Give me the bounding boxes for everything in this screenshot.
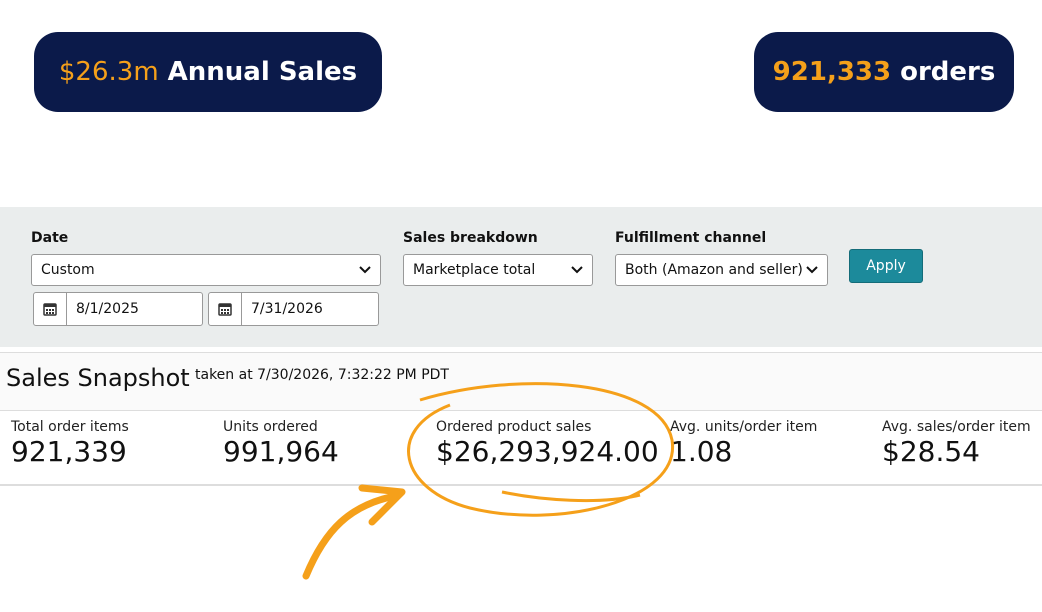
end-date[interactable]: 7/31/2026 — [208, 292, 379, 326]
metric-value: $28.54 — [882, 435, 980, 468]
metric-value: 921,339 — [11, 435, 127, 468]
select-value: Marketplace total — [413, 262, 536, 278]
highlight-stroke — [501, 490, 641, 503]
orders-badge: 921,333 orders — [754, 32, 1014, 112]
snapshot-time: taken at 7/30/2026, 7:32:22 PM PDT — [195, 367, 449, 383]
metric-label: Avg. sales/order item — [882, 419, 1031, 435]
calendar — [218, 303, 232, 316]
metric-label: Ordered product sales — [436, 419, 592, 435]
metric-value: $26,293,924.00 — [436, 435, 659, 468]
metric-label: Total order items — [11, 419, 129, 435]
filter-label: Date — [31, 230, 69, 246]
chevron — [359, 266, 371, 274]
arrow — [302, 492, 399, 580]
filter-label: Sales breakdown — [403, 230, 538, 246]
badge-label: orders — [900, 57, 996, 87]
start-date[interactable]: 8/1/2025 — [33, 292, 203, 326]
snapshot-header — [0, 352, 1042, 411]
calendar-icon — [34, 293, 67, 325]
date-value: 8/1/2025 — [76, 301, 139, 317]
filter-label: Fulfillment channel — [615, 230, 767, 246]
date-value: 7/31/2026 — [251, 301, 323, 317]
chevron — [806, 266, 818, 274]
metric-label: Avg. units/order item — [670, 419, 818, 435]
calendar — [43, 303, 57, 316]
badge-label: Annual Sales — [167, 57, 358, 87]
chevron — [571, 266, 583, 274]
snapshot-title: Sales Snapshot — [6, 364, 190, 392]
divider — [0, 484, 1042, 486]
select-value: Both (Amazon and seller) — [625, 262, 803, 278]
calendar-icon — [209, 293, 242, 325]
metric-label: Units ordered — [223, 419, 318, 435]
metric-value: 991,964 — [223, 435, 339, 468]
badge-value: 921,333 — [772, 57, 892, 87]
sales-badge: $26.3m Annual Sales — [34, 32, 382, 112]
channel-select[interactable]: Both (Amazon and seller) — [615, 254, 828, 286]
select-value: Custom — [41, 262, 95, 278]
arrow-head — [358, 484, 406, 526]
apply-button[interactable]: Apply — [849, 249, 923, 283]
breakdown-select[interactable]: Marketplace total — [403, 254, 593, 286]
badge-value: $26.3m — [58, 57, 159, 87]
metric-value: 1.08 — [670, 435, 733, 468]
date-select[interactable]: Custom — [31, 254, 381, 286]
